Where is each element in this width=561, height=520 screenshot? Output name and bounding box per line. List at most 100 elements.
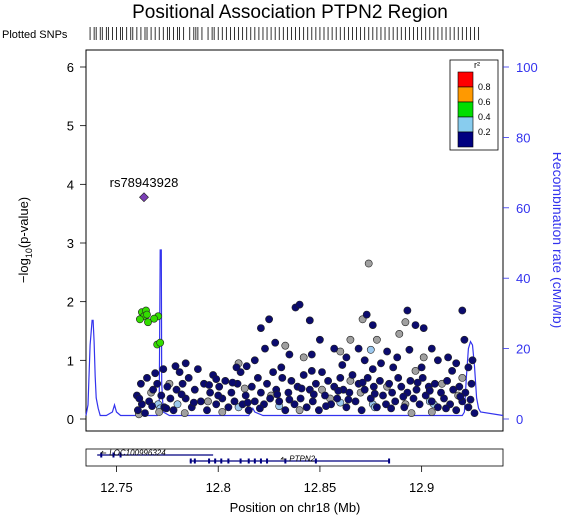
snp-point xyxy=(345,388,354,397)
gene-exon xyxy=(253,458,256,464)
snp-point xyxy=(136,379,145,388)
y-left-tick-label: 3 xyxy=(67,236,74,251)
snp-point xyxy=(266,394,274,403)
snp-point xyxy=(369,382,378,391)
snp-point xyxy=(204,397,212,406)
snp-point xyxy=(400,403,409,412)
snp-point xyxy=(461,388,470,397)
snp-point xyxy=(360,385,369,394)
snp-point xyxy=(314,406,323,415)
snp-point xyxy=(419,324,428,332)
snp-point xyxy=(375,376,384,385)
snp-point xyxy=(443,376,451,385)
gene-exon xyxy=(208,458,211,464)
y-right-tick-label: 80 xyxy=(516,130,530,145)
snp-point xyxy=(346,335,355,344)
snp-point xyxy=(178,379,187,388)
snp-point xyxy=(387,404,395,413)
snp-point xyxy=(256,324,265,332)
plotted-snps-track xyxy=(89,27,479,40)
snp-point xyxy=(448,366,456,375)
gene-exon xyxy=(227,458,230,464)
snp-point xyxy=(171,362,180,371)
snp-point xyxy=(336,373,345,382)
snp-point xyxy=(379,391,387,400)
snp-point xyxy=(368,321,377,329)
snp-point xyxy=(242,362,251,371)
legend-swatch xyxy=(457,86,474,103)
legend-tick-label: 0.6 xyxy=(478,97,491,107)
snp-point xyxy=(407,409,416,417)
snp-point xyxy=(344,395,353,404)
snp-point xyxy=(415,400,424,409)
snp-point xyxy=(203,406,211,415)
snp-point xyxy=(357,406,366,415)
snp-point xyxy=(449,385,458,394)
gene-label: PTPN2 xyxy=(289,455,315,464)
snp-point xyxy=(456,392,465,401)
snp-point xyxy=(366,345,375,354)
snp-point xyxy=(464,403,473,412)
snp-point xyxy=(467,379,476,388)
gene-exon xyxy=(220,458,223,464)
gene-exon xyxy=(189,458,192,464)
snp-point xyxy=(433,403,442,412)
y-right-tick-label: 100 xyxy=(516,60,538,75)
snp-point xyxy=(333,394,342,403)
snp-point xyxy=(277,363,286,372)
recombination-rate-line xyxy=(85,249,504,417)
snp-point xyxy=(307,366,316,375)
y-right-tick-label: 20 xyxy=(516,342,530,357)
snp-point xyxy=(193,365,202,373)
snp-point xyxy=(452,406,461,415)
snp-point xyxy=(362,310,371,319)
y-axis-left: 0 1 2 3 4 5 6 xyxy=(67,60,86,427)
snp-point xyxy=(290,400,299,409)
snp-point xyxy=(256,388,265,397)
snp-point xyxy=(458,373,467,382)
snp-point xyxy=(278,373,287,382)
snp-point xyxy=(243,398,252,407)
lead-snp-group: rs78943928 xyxy=(110,175,178,203)
snp-points-layer xyxy=(132,259,479,419)
snp-point xyxy=(338,361,347,369)
snp-point xyxy=(370,389,379,398)
snp-point xyxy=(281,341,290,350)
y-left-tick-label: 2 xyxy=(67,295,74,310)
snp-point xyxy=(411,321,420,329)
snp-point xyxy=(241,391,250,400)
snp-point xyxy=(190,385,199,394)
snp-point xyxy=(403,306,412,315)
y-left-tick-label: 0 xyxy=(67,412,74,427)
snp-point xyxy=(399,392,408,401)
snp-point xyxy=(240,384,249,393)
snp-point xyxy=(221,376,230,385)
snp-point xyxy=(284,388,293,397)
y-right-tick-label: 60 xyxy=(516,201,530,216)
snp-point xyxy=(305,316,314,325)
gene-exon xyxy=(214,458,217,464)
snp-point xyxy=(342,403,351,412)
gene-exon xyxy=(247,458,250,464)
snp-point xyxy=(406,376,415,385)
snp-point xyxy=(247,382,256,391)
snp-point xyxy=(397,382,406,391)
snp-point xyxy=(299,353,308,362)
snp-point xyxy=(273,390,282,399)
snp-point xyxy=(308,397,317,406)
snp-point xyxy=(144,318,152,327)
snp-point xyxy=(177,390,186,399)
y-label-pre: −log xyxy=(16,258,31,283)
gene-exon xyxy=(193,458,196,464)
snp-point xyxy=(287,376,296,385)
snp-point xyxy=(261,344,269,353)
snp-point xyxy=(360,356,369,365)
legend-tick-label: 0.8 xyxy=(478,82,491,92)
gene-exon xyxy=(314,458,317,464)
snp-point xyxy=(409,394,418,403)
snp-point xyxy=(275,397,284,406)
snp-point xyxy=(143,310,151,319)
r2-legend: r² 0.8 0.6 0.4 0.2 xyxy=(449,59,499,151)
snp-point xyxy=(189,398,198,407)
snp-point xyxy=(351,397,360,406)
